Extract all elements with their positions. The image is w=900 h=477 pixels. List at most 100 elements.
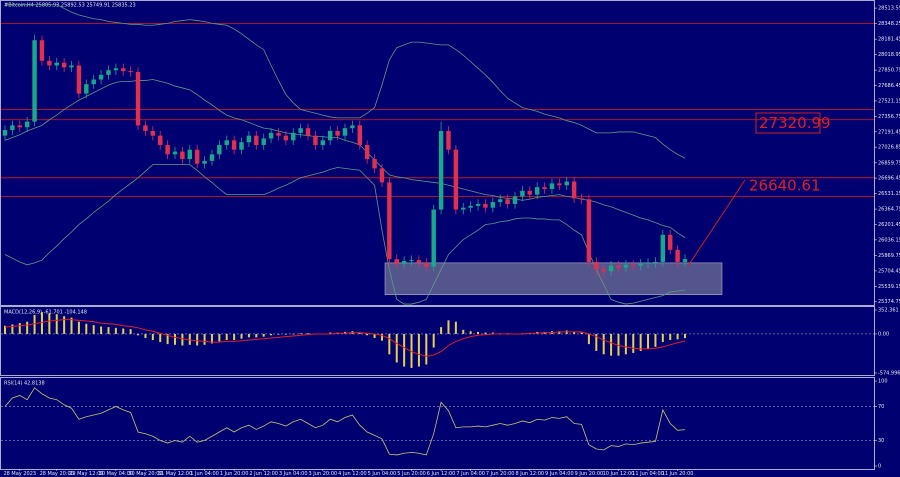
y-tick-label: 25374.75 [878,299,900,305]
candle-body [350,125,355,129]
macd-bar [299,333,302,334]
candle-body [571,181,577,199]
candle-body [461,207,466,210]
macd-bar [462,329,465,334]
candle-body [682,259,688,262]
macd-bar [358,332,361,334]
macd-bar [307,333,310,334]
y-tick-label: 28181.45 [878,37,900,43]
candle-body [32,40,37,122]
candle-body [594,261,599,270]
candle-body [202,160,207,164]
y-tick-label: 27521.15 [878,98,900,104]
x-tick-label: 4 Jun 12:00 [338,471,367,477]
macd-bar [654,333,657,347]
candle-body [128,71,133,73]
candle-body [283,135,289,141]
x-tick-label: 1 Jun 04:00 [190,471,219,477]
macd-bar [11,324,14,334]
candle-body [623,264,629,268]
candle-body [158,135,163,146]
macd-bar [114,327,117,334]
y-tick-label: 26036.15 [878,237,900,243]
macd-bar [18,323,21,334]
candle-body [209,154,215,161]
y-tick-label: 28513.55 [878,6,900,12]
candle-body [431,209,436,267]
macd-bar [661,333,664,343]
candle-body [10,125,15,131]
macd-bar [196,333,199,346]
macd-bar [203,333,206,345]
bollinger-upper [5,4,686,159]
candle-body [2,130,8,136]
macd-bar [580,332,583,334]
x-tick-label: 1 Jun 20:00 [220,471,249,477]
signal-line [4,319,686,357]
macd-bar [388,333,391,355]
macd-bar [366,333,369,336]
y-tick-label: 25704.45 [878,268,900,274]
macd-bar [292,333,295,335]
candle-body [409,260,414,262]
macd-bar [122,328,125,334]
macd-bar [617,333,620,356]
candle-body [387,182,392,260]
candle-body [586,199,592,262]
candle-body [424,262,429,267]
macd-bar [632,333,635,353]
candle-body [416,260,422,263]
macd-bar [270,333,273,336]
macd-bar [380,333,383,341]
candle-body [372,159,377,169]
y-tick-label: -574.996 [878,371,900,377]
candle-body [364,145,370,160]
candle-body [194,149,200,164]
candle-body [61,62,67,68]
candle-body [490,202,496,208]
candle-body [446,130,451,150]
x-tick-label: 9 Jun 20:00 [575,471,604,477]
macd-bar [647,333,650,349]
candle-body [113,68,119,71]
y-tick-label: 100 [878,379,888,385]
macd-bar [676,333,679,340]
macd-title: MACD(12,26,9) -61.701 -104.148 [4,310,87,316]
macd-bar [70,317,73,334]
candle-body [668,234,673,250]
macd-bar [100,326,103,334]
candle-body [217,145,222,155]
y-tick-label: 28348.25 [878,21,900,27]
candle-body [675,249,680,262]
macd-bar [373,333,376,339]
candle-body [106,70,111,75]
candle-body [564,181,569,186]
candle-body [150,130,156,136]
candle-body [601,269,606,272]
candle-body [475,203,481,206]
annotation-box [755,112,821,134]
macd-bar [624,333,627,355]
candle-body [608,265,614,272]
x-tick-label: 3 Jun 20:00 [309,471,338,477]
candle-body [91,79,96,85]
macd-bar [85,323,88,334]
x-tick-label: 30 May 20:00 [128,471,162,477]
rsi-line [4,387,686,456]
candle-body [534,187,540,195]
macd-bar [166,333,169,345]
candle-body [401,261,407,264]
candle-body [298,128,303,133]
candle-body [47,60,52,66]
macd-bar [40,312,43,334]
macd-bar [484,332,487,334]
macd-bar [440,327,443,334]
x-tick-label: 11 Jun 20:00 [662,471,694,477]
macd-bar [233,333,236,341]
x-tick-label: 11 Jun 04:00 [632,471,664,477]
y-tick-label: 70 [878,404,884,410]
y-tick-label: 27026.85 [878,145,900,151]
candle-body [180,151,185,160]
trend-arrow [687,179,746,267]
y-tick-label: 26531.15 [878,191,900,197]
